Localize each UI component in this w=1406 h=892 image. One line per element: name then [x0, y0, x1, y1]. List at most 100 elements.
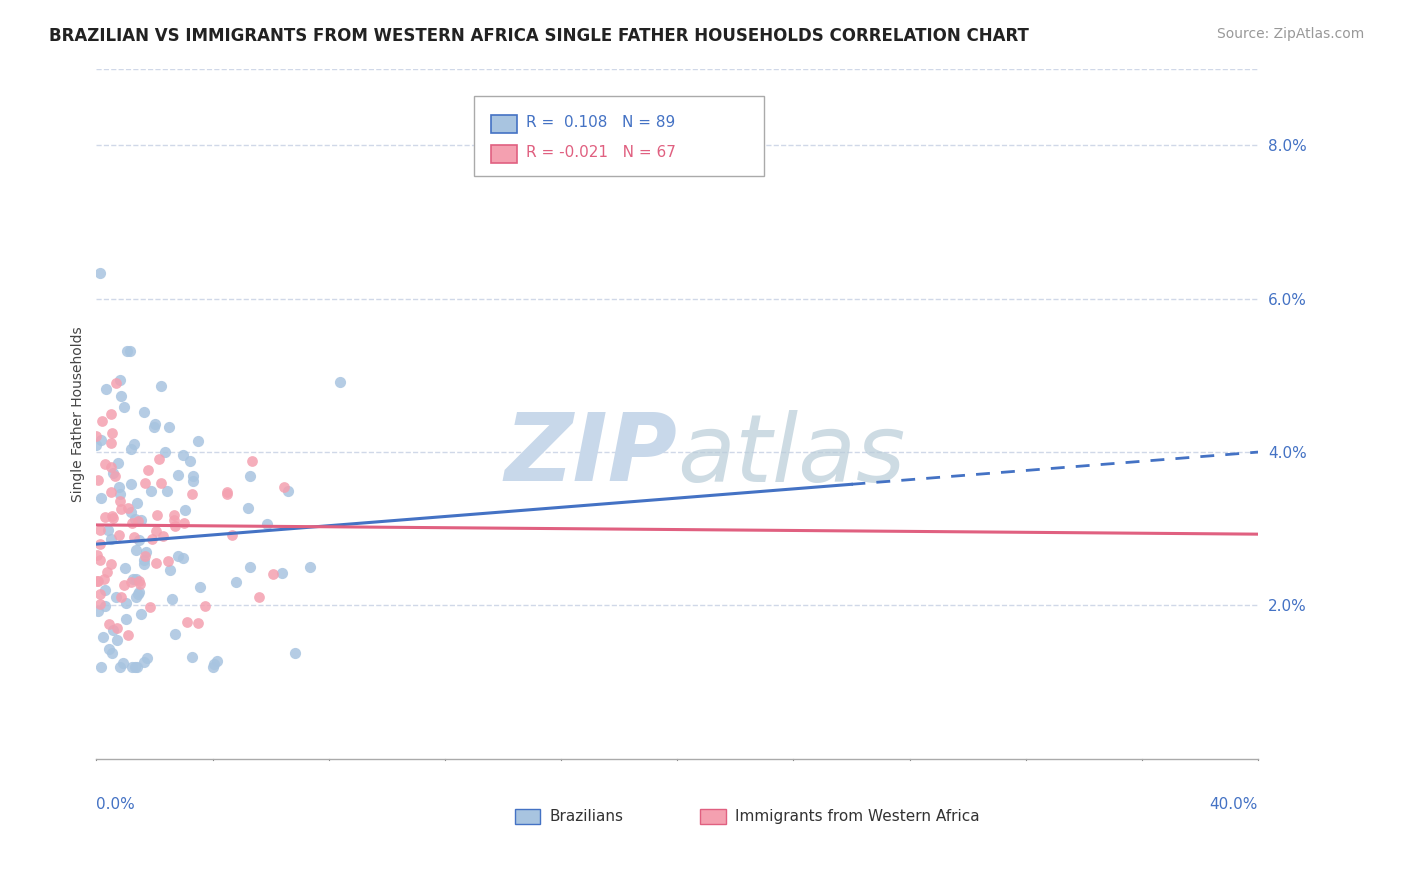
Point — [187, 434, 209, 449]
Point — [121, 516, 143, 530]
Point — [256, 517, 278, 532]
Point — [105, 376, 128, 390]
Point — [262, 567, 284, 582]
Point — [153, 445, 176, 459]
Point — [152, 529, 174, 543]
Point — [172, 449, 194, 463]
Point — [239, 559, 262, 574]
Point — [105, 621, 128, 635]
Point — [110, 502, 132, 516]
Point — [90, 414, 112, 428]
Point — [128, 585, 150, 599]
Point — [98, 642, 121, 657]
Point — [115, 612, 138, 626]
Point — [122, 530, 145, 544]
Y-axis label: Single Father Households: Single Father Households — [72, 326, 86, 501]
Point — [273, 480, 295, 494]
Point — [132, 655, 155, 669]
Point — [277, 484, 299, 499]
Point — [86, 438, 108, 452]
Point — [176, 615, 198, 630]
Point — [100, 435, 122, 450]
Text: R = -0.021   N = 67: R = -0.021 N = 67 — [526, 145, 676, 161]
Point — [129, 607, 152, 622]
Point — [89, 552, 111, 566]
Text: atlas: atlas — [678, 409, 905, 500]
Point — [270, 566, 292, 580]
Text: BRAZILIAN VS IMMIGRANTS FROM WESTERN AFRICA SINGLE FATHER HOUSEHOLDS CORRELATION: BRAZILIAN VS IMMIGRANTS FROM WESTERN AFR… — [49, 27, 1029, 45]
Point — [108, 373, 131, 387]
Point — [129, 513, 152, 527]
Point — [96, 565, 118, 579]
Point — [193, 599, 215, 614]
Point — [201, 660, 224, 674]
Point — [120, 344, 142, 359]
Point — [202, 657, 225, 671]
Point — [173, 516, 195, 530]
Text: Source: ZipAtlas.com: Source: ZipAtlas.com — [1216, 27, 1364, 41]
Point — [107, 456, 129, 470]
Point — [112, 577, 135, 591]
Point — [129, 576, 152, 591]
Point — [136, 650, 159, 665]
Point — [100, 533, 122, 547]
Point — [104, 469, 127, 483]
Point — [162, 592, 184, 607]
Point — [97, 523, 120, 537]
Point — [180, 649, 202, 664]
Point — [87, 473, 110, 487]
Point — [139, 484, 162, 499]
Point — [284, 646, 307, 660]
Point — [112, 656, 135, 670]
FancyBboxPatch shape — [491, 145, 517, 163]
Point — [90, 660, 112, 674]
Point — [100, 460, 122, 475]
Point — [134, 476, 156, 491]
Point — [159, 564, 181, 578]
Point — [89, 597, 111, 611]
Point — [98, 617, 121, 632]
Point — [103, 623, 125, 637]
Point — [90, 433, 112, 447]
Point — [187, 615, 209, 630]
Point — [115, 596, 138, 610]
Point — [181, 469, 204, 483]
Point — [87, 604, 110, 618]
FancyBboxPatch shape — [700, 809, 725, 824]
Point — [105, 591, 128, 605]
Point — [110, 487, 132, 501]
Point — [89, 587, 111, 601]
Point — [93, 572, 115, 586]
Point — [108, 480, 131, 494]
Text: Brazilians: Brazilians — [550, 809, 623, 823]
Point — [89, 537, 111, 551]
Point — [124, 512, 146, 526]
Point — [157, 420, 180, 434]
Point — [125, 572, 148, 586]
Point — [103, 511, 125, 525]
Point — [163, 518, 186, 533]
Text: Immigrants from Western Africa: Immigrants from Western Africa — [735, 809, 980, 823]
Point — [86, 574, 108, 589]
Point — [181, 474, 204, 488]
Text: ZIP: ZIP — [505, 409, 678, 501]
Point — [163, 508, 186, 523]
Point — [148, 452, 170, 467]
Point — [149, 379, 172, 393]
Point — [110, 388, 132, 402]
Point — [108, 660, 131, 674]
Point — [100, 407, 122, 421]
Point — [221, 527, 243, 541]
Point — [157, 554, 180, 568]
Point — [93, 509, 115, 524]
Point — [135, 545, 157, 559]
Point — [100, 484, 122, 499]
Point — [120, 477, 142, 491]
Point — [134, 549, 156, 563]
Point — [236, 501, 259, 516]
Point — [86, 548, 108, 562]
Point — [122, 572, 145, 586]
Point — [215, 485, 238, 500]
Point — [136, 463, 159, 477]
Point — [141, 532, 163, 546]
